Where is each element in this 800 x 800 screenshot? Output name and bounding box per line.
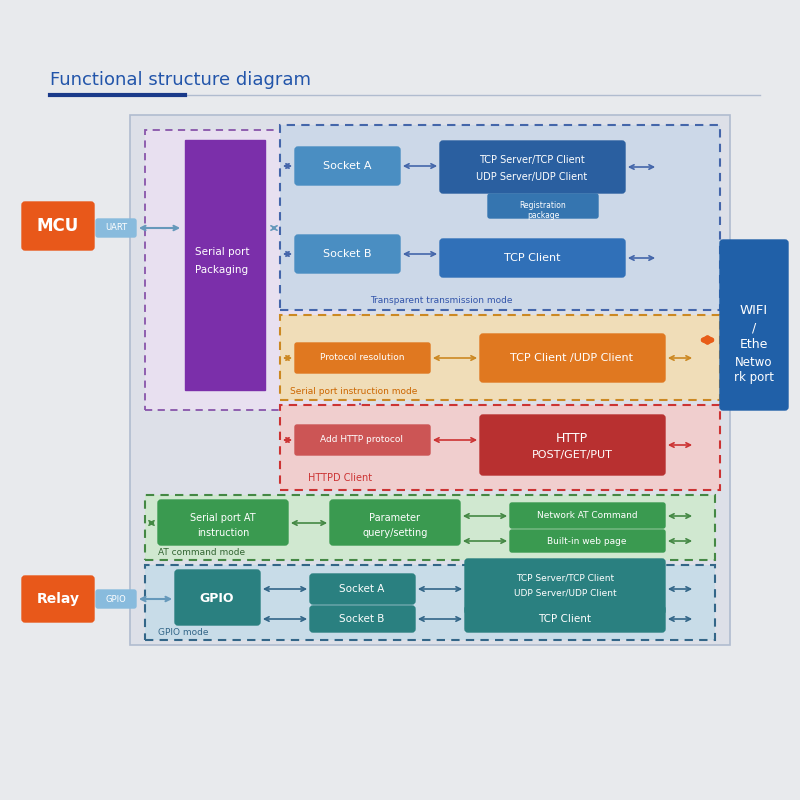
Bar (280, 125, 720, 310)
FancyBboxPatch shape (22, 576, 94, 622)
Text: HTTPD Client: HTTPD Client (308, 473, 372, 483)
Text: Socket B: Socket B (339, 614, 385, 624)
FancyBboxPatch shape (440, 141, 625, 193)
FancyBboxPatch shape (440, 239, 625, 277)
Text: Built-in web page: Built-in web page (547, 537, 626, 546)
Text: TCP Server/TCP Client: TCP Server/TCP Client (516, 574, 614, 582)
FancyBboxPatch shape (330, 500, 460, 545)
Bar (145, 565, 715, 640)
Text: TCP Client /UDP Client: TCP Client /UDP Client (510, 353, 634, 363)
FancyBboxPatch shape (96, 219, 136, 237)
Text: Serial port: Serial port (194, 247, 250, 257)
Text: WIFI: WIFI (740, 303, 768, 317)
Text: rk port: rk port (734, 371, 774, 385)
Text: UART: UART (105, 223, 127, 233)
FancyBboxPatch shape (720, 240, 788, 410)
Text: query/setting: query/setting (362, 528, 428, 538)
Bar (280, 405, 720, 490)
Text: Packaging: Packaging (195, 265, 249, 275)
Text: TCP Client: TCP Client (504, 253, 560, 263)
FancyBboxPatch shape (510, 503, 665, 528)
Text: Network AT Command: Network AT Command (537, 511, 638, 521)
Text: Transparent transmission mode: Transparent transmission mode (370, 296, 513, 305)
Text: POST/GET/PUT: POST/GET/PUT (531, 450, 613, 460)
Text: Registration: Registration (520, 202, 566, 210)
Text: Add HTTP protocol: Add HTTP protocol (321, 435, 403, 445)
Text: Serial port instruction mode: Serial port instruction mode (290, 387, 418, 396)
FancyBboxPatch shape (295, 425, 430, 455)
Text: UDP Server/UDP Client: UDP Server/UDP Client (514, 589, 616, 598)
Bar (185, 140, 265, 390)
Text: Functional structure diagram: Functional structure diagram (50, 71, 311, 89)
Text: Parameter: Parameter (370, 513, 421, 523)
FancyBboxPatch shape (96, 590, 136, 608)
Bar (130, 115, 730, 645)
Bar (280, 315, 720, 400)
Text: Netwo: Netwo (735, 355, 773, 369)
Text: Socket B: Socket B (322, 249, 371, 259)
FancyBboxPatch shape (22, 202, 94, 250)
FancyBboxPatch shape (480, 334, 665, 382)
Text: package: package (527, 210, 559, 219)
FancyBboxPatch shape (295, 343, 430, 373)
FancyBboxPatch shape (158, 500, 288, 545)
FancyBboxPatch shape (465, 606, 665, 632)
Bar (145, 495, 715, 560)
Text: Ethe: Ethe (740, 338, 768, 351)
FancyBboxPatch shape (465, 559, 665, 614)
Text: TCP Server/TCP Client: TCP Server/TCP Client (479, 155, 585, 165)
Text: instruction: instruction (197, 528, 249, 538)
Text: Protocol resolution: Protocol resolution (320, 354, 404, 362)
Text: Serial port AT: Serial port AT (190, 513, 256, 523)
Text: UDP Server/UDP Client: UDP Server/UDP Client (476, 172, 588, 182)
Bar (145, 130, 360, 410)
Text: Relay: Relay (37, 592, 79, 606)
Text: HTTP: HTTP (556, 431, 588, 445)
Text: GPIO mode: GPIO mode (158, 628, 209, 637)
FancyBboxPatch shape (295, 235, 400, 273)
FancyBboxPatch shape (510, 530, 665, 552)
FancyBboxPatch shape (488, 194, 598, 218)
FancyBboxPatch shape (295, 147, 400, 185)
Text: GPIO: GPIO (106, 594, 126, 603)
Text: Socket A: Socket A (339, 584, 385, 594)
Text: GPIO: GPIO (200, 591, 234, 605)
Text: TCP Client: TCP Client (538, 614, 591, 624)
Text: Socket A: Socket A (322, 161, 371, 171)
Text: /: / (752, 322, 756, 334)
Text: MCU: MCU (37, 217, 79, 235)
FancyBboxPatch shape (310, 574, 415, 604)
FancyBboxPatch shape (175, 570, 260, 625)
FancyBboxPatch shape (310, 606, 415, 632)
FancyBboxPatch shape (480, 415, 665, 475)
Text: AT command mode: AT command mode (158, 548, 245, 557)
